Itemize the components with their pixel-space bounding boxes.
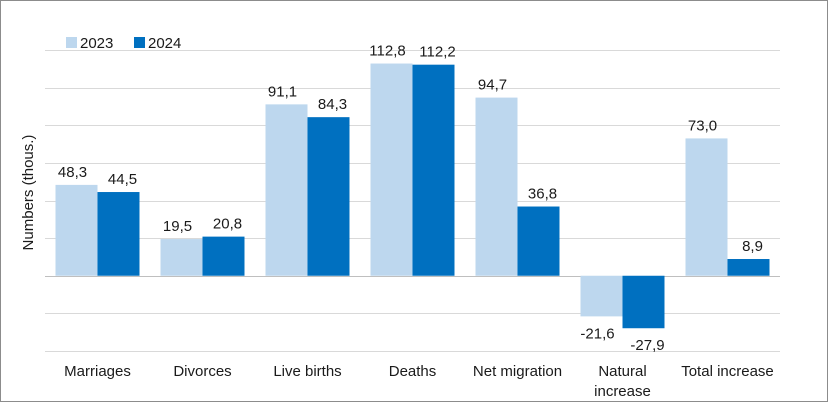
bar-2024-1 [202,236,245,276]
bar-2024-0 [97,192,140,276]
category-label: Net migration [473,363,562,380]
legend-label: 2023 [80,35,113,52]
bar-2024-6 [727,259,770,276]
data-label: 44,5 [108,171,137,188]
legend-swatch-2023 [66,37,77,48]
data-label: 112,8 [369,43,405,60]
data-label: 91,1 [268,83,297,100]
bar-2024-5 [622,275,665,329]
data-label: 112,2 [419,44,455,61]
category-label: Marriages [64,363,131,380]
category-label: Divorces [173,363,231,380]
category-label: Deaths [389,363,437,380]
bar-2023-6 [685,138,728,276]
bar-2023-3 [370,63,413,276]
bar-2024-4 [517,206,560,276]
legend-label: 2024 [148,35,181,52]
category-label: Live births [273,363,341,380]
data-label: 8,9 [742,238,763,255]
category-label: increase [594,383,651,400]
bar-2023-0 [55,184,98,276]
data-label: 19,5 [163,218,192,235]
data-label: 36,8 [528,186,557,203]
data-label: 84,3 [318,96,347,113]
category-label: Natural [598,363,646,380]
data-label: 73,0 [688,117,717,134]
data-label: 48,3 [58,164,87,181]
y-axis-label: Numbers (thous.) [20,135,37,251]
data-label: -21,6 [580,325,614,342]
bar-2024-3 [412,64,455,276]
data-label: -27,9 [630,337,664,354]
bar-2023-2 [265,104,308,276]
bar-2023-5 [580,275,623,317]
bar-2023-4 [475,97,518,276]
legend-swatch-2024 [134,37,145,48]
bar-2023-1 [160,239,203,276]
data-label: 20,8 [213,216,242,233]
category-label: Total increase [681,363,774,380]
bar-2024-2 [307,117,350,276]
data-label: 94,7 [478,77,507,94]
